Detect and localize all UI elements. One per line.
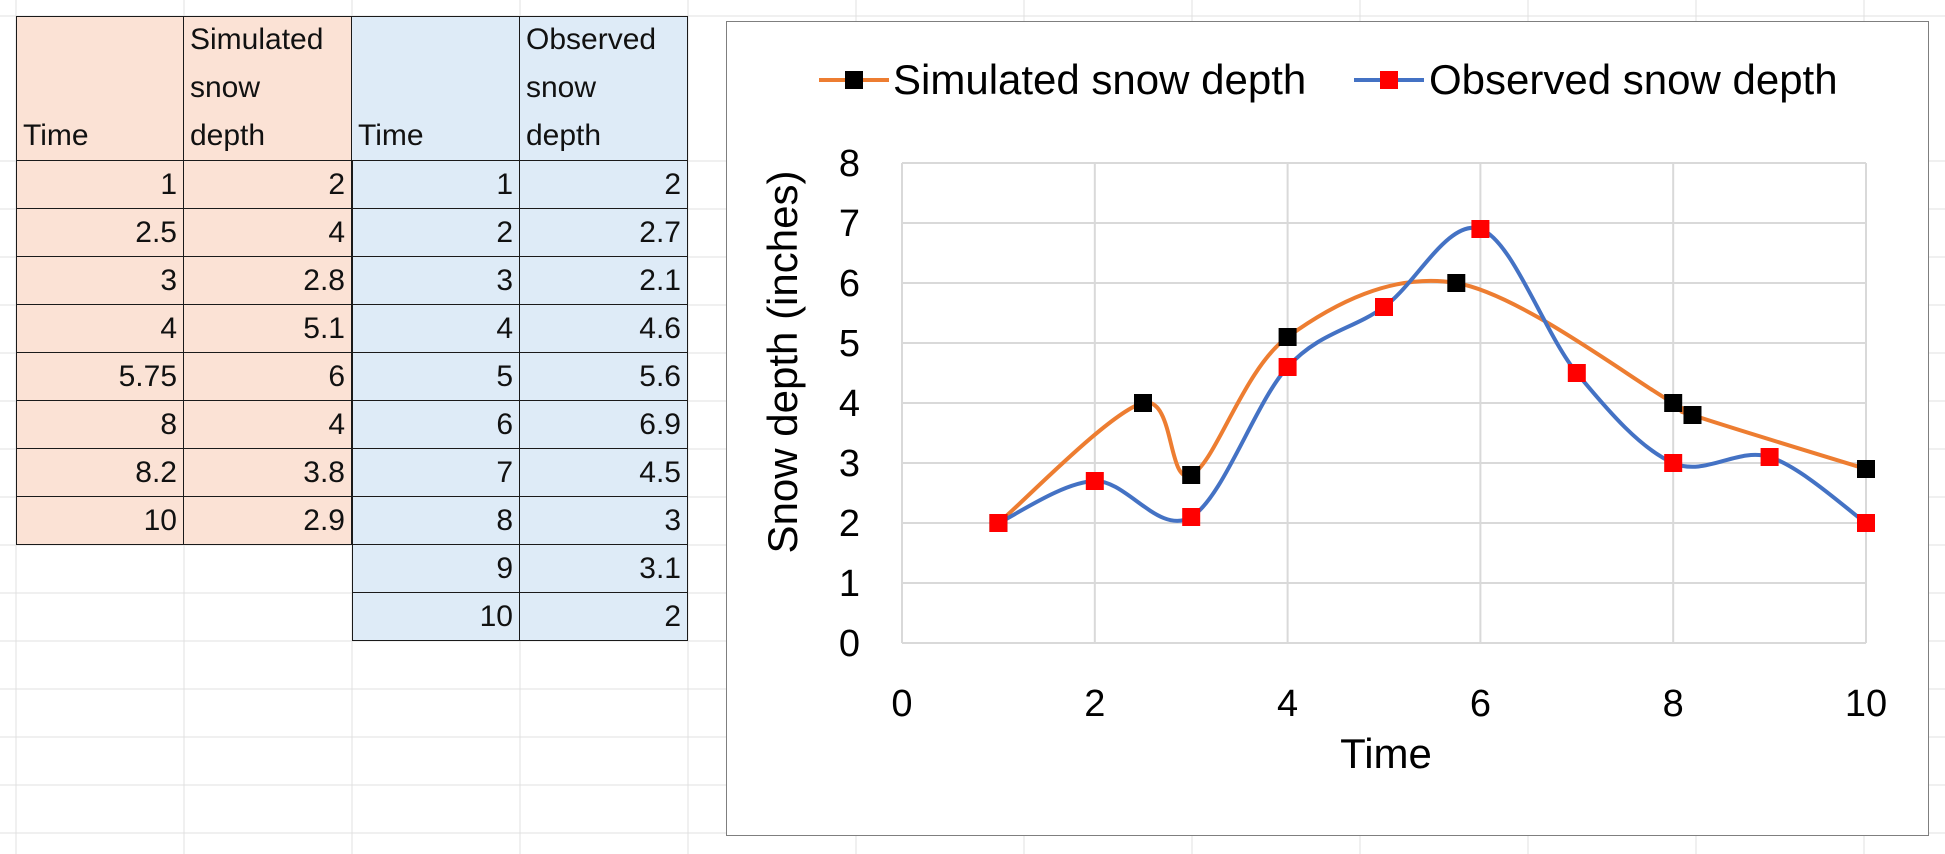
obs-depth-cell[interactable]: 3.1 bbox=[520, 545, 688, 593]
obs-depth-cell[interactable]: 5.6 bbox=[520, 353, 688, 401]
y-tick-label: 3 bbox=[839, 443, 860, 485]
obs-time-header[interactable]: Time bbox=[352, 16, 520, 161]
sim-depth-cell[interactable]: 4 bbox=[184, 401, 352, 449]
obs-depth-cell[interactable]: 2.1 bbox=[520, 257, 688, 305]
y-axis-title: Snow depth (inches) bbox=[759, 171, 806, 554]
sim-time-cell[interactable]: 3 bbox=[16, 257, 184, 305]
chart-gridlines bbox=[901, 162, 1867, 644]
obs-depth-header-line3: depth bbox=[526, 119, 602, 152]
observed-data-point bbox=[1278, 358, 1297, 376]
obs-depth-cell[interactable]: 4.5 bbox=[520, 449, 688, 497]
simulated-data-point bbox=[1134, 394, 1152, 412]
obs-time-cell[interactable]: 6 bbox=[352, 401, 520, 449]
obs-time-cell[interactable]: 5 bbox=[352, 353, 520, 401]
y-tick-label: 6 bbox=[839, 263, 860, 305]
sim-depth-cell[interactable]: 3.8 bbox=[184, 449, 352, 497]
obs-depth-cell[interactable]: 3 bbox=[520, 497, 688, 545]
obs-depth-cell[interactable]: 2 bbox=[520, 593, 688, 641]
observed-series-line bbox=[997, 225, 1868, 525]
x-tick-label: 2 bbox=[1084, 683, 1105, 725]
sim-depth-header[interactable]: Simulated snow depth bbox=[184, 16, 352, 161]
observed-data-point bbox=[1567, 364, 1586, 382]
obs-depth-cell[interactable]: 2 bbox=[520, 161, 688, 209]
x-tick-label: 10 bbox=[1845, 683, 1887, 725]
chart-series bbox=[989, 220, 1875, 532]
observed-data-point bbox=[1471, 220, 1490, 238]
observed-legend-label: Observed snow depth bbox=[1429, 56, 1838, 103]
sim-time-cell[interactable]: 4 bbox=[16, 305, 184, 353]
observed-data-point bbox=[1760, 448, 1779, 466]
y-tick-label: 1 bbox=[839, 563, 860, 605]
simulated-legend-label: Simulated snow depth bbox=[893, 56, 1306, 103]
obs-time-cell[interactable]: 9 bbox=[352, 545, 520, 593]
observed-data-point bbox=[1664, 454, 1683, 472]
y-tick-label: 8 bbox=[839, 143, 860, 185]
sim-time-header[interactable]: Time bbox=[16, 16, 184, 161]
observed-legend-marker bbox=[1380, 71, 1398, 89]
y-tick-label: 4 bbox=[839, 383, 860, 425]
observed-data-point bbox=[1857, 514, 1875, 532]
x-tick-label: 4 bbox=[1277, 683, 1298, 725]
obs-depth-header-line2: snow bbox=[526, 71, 597, 104]
sim-depth-header-line1: Simulated bbox=[190, 23, 324, 56]
x-tick-label: 6 bbox=[1470, 683, 1491, 725]
obs-time-cell[interactable]: 8 bbox=[352, 497, 520, 545]
observed-data-point bbox=[989, 514, 1008, 532]
sim-time-cell[interactable]: 1 bbox=[16, 161, 184, 209]
obs-time-header-text: Time bbox=[358, 119, 424, 152]
y-tick-label: 5 bbox=[839, 323, 860, 365]
simulated-data-point bbox=[1664, 394, 1683, 412]
obs-time-cell[interactable]: 3 bbox=[352, 257, 520, 305]
sim-depth-cell[interactable]: 2.8 bbox=[184, 257, 352, 305]
simulated-data-point bbox=[1857, 460, 1875, 478]
x-tick-label: 0 bbox=[891, 683, 912, 725]
chart-area[interactable]: 0 1 2 3 4 5 6 7 8 0 2 4 6 8 10 Time Snow depth (inche… bbox=[726, 21, 1929, 836]
simulated-data-point bbox=[1278, 328, 1297, 346]
simulated-data-point bbox=[1447, 274, 1466, 292]
sim-depth-cell[interactable]: 2 bbox=[184, 161, 352, 209]
simulated-data-point bbox=[1683, 406, 1702, 424]
y-tick-label: 7 bbox=[839, 203, 860, 245]
scatter-chart: 0 1 2 3 4 5 6 7 8 0 2 4 6 8 10 Time Snow depth (inche… bbox=[759, 56, 1887, 777]
obs-time-cell[interactable]: 1 bbox=[352, 161, 520, 209]
sim-depth-cell[interactable]: 4 bbox=[184, 209, 352, 257]
obs-depth-cell[interactable]: 4.6 bbox=[520, 305, 688, 353]
obs-time-cell[interactable]: 10 bbox=[352, 593, 520, 641]
simulated-data-point bbox=[1182, 466, 1201, 484]
obs-time-cell[interactable]: 7 bbox=[352, 449, 520, 497]
x-axis-title: Time bbox=[1340, 730, 1432, 777]
sim-depth-cell[interactable]: 5.1 bbox=[184, 305, 352, 353]
sim-depth-header-line2: snow bbox=[190, 71, 261, 104]
sim-time-header-text: Time bbox=[23, 119, 89, 152]
sim-time-cell[interactable]: 2.5 bbox=[16, 209, 184, 257]
observed-data-point bbox=[1182, 508, 1201, 526]
observed-data-point bbox=[1085, 472, 1104, 490]
sim-depth-cell[interactable]: 2.9 bbox=[184, 497, 352, 545]
sim-depth-cell[interactable]: 6 bbox=[184, 353, 352, 401]
sim-depth-header-line3: depth bbox=[190, 119, 266, 152]
chart-legend: Simulated snow depth Observed snow depth bbox=[819, 56, 1838, 103]
simulated-legend-marker bbox=[845, 71, 863, 89]
sim-time-cell[interactable]: 8.2 bbox=[16, 449, 184, 497]
obs-depth-cell[interactable]: 6.9 bbox=[520, 401, 688, 449]
obs-time-cell[interactable]: 2 bbox=[352, 209, 520, 257]
sim-time-cell[interactable]: 10 bbox=[16, 497, 184, 545]
y-tick-label: 0 bbox=[839, 623, 860, 665]
obs-depth-cell[interactable]: 2.7 bbox=[520, 209, 688, 257]
y-tick-labels: 0 1 2 3 4 5 6 7 8 bbox=[839, 143, 860, 665]
sim-time-cell[interactable]: 5.75 bbox=[16, 353, 184, 401]
y-tick-label: 2 bbox=[839, 503, 860, 545]
obs-time-cell[interactable]: 4 bbox=[352, 305, 520, 353]
x-tick-labels: 0 2 4 6 8 10 bbox=[891, 683, 1887, 725]
observed-data-point bbox=[1375, 298, 1393, 316]
simulated-series-line bbox=[997, 278, 1867, 525]
obs-depth-header[interactable]: Observed snow depth bbox=[520, 16, 688, 161]
sim-time-cell[interactable]: 8 bbox=[16, 401, 184, 449]
x-tick-label: 8 bbox=[1663, 683, 1684, 725]
obs-depth-header-line1: Observed bbox=[526, 23, 657, 56]
